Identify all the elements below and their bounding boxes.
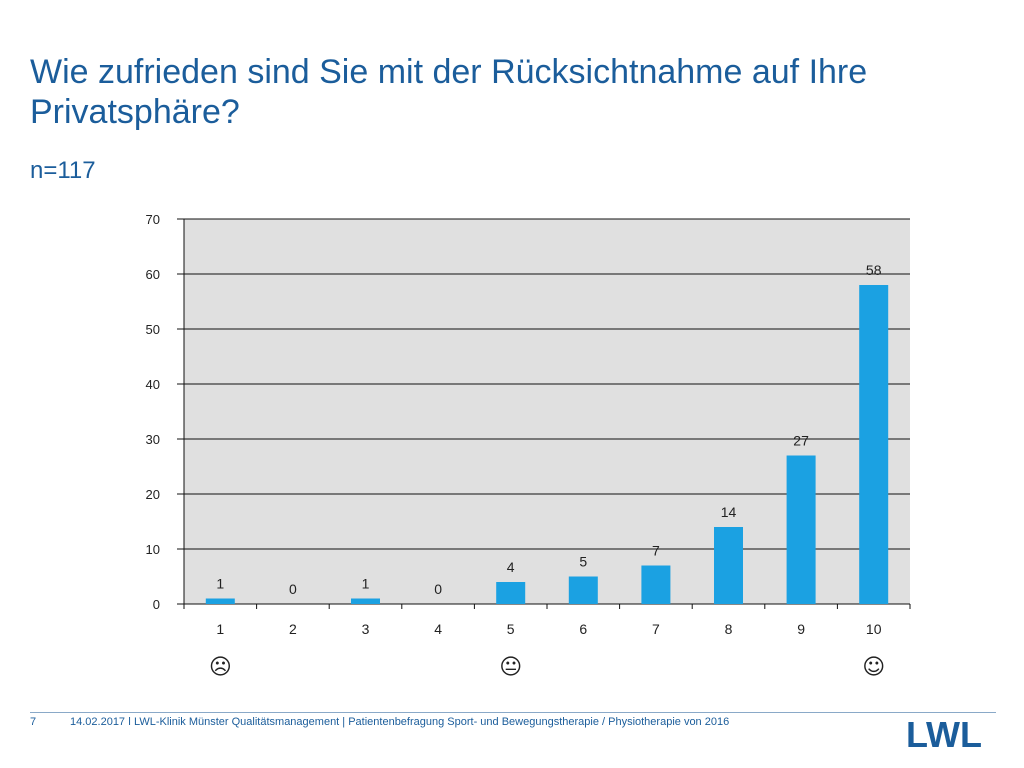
data-label: 0 xyxy=(434,581,442,597)
footer-divider xyxy=(30,712,996,713)
bar-chart: 010203040506070110213044556771482795810☹… xyxy=(146,212,911,680)
x-tick-label: 2 xyxy=(289,621,297,637)
y-tick-label: 40 xyxy=(146,377,160,392)
lwl-logo: LWL xyxy=(906,716,982,752)
bar xyxy=(786,455,816,604)
page-title: Wie zufrieden sind Sie mit der Rücksicht… xyxy=(30,53,868,131)
y-tick-label: 70 xyxy=(146,212,160,227)
bar xyxy=(714,527,743,604)
data-label: 58 xyxy=(866,262,882,278)
bar xyxy=(496,582,526,604)
y-tick-label: 30 xyxy=(146,432,160,447)
data-label: 14 xyxy=(721,504,737,520)
neutral-face-icon: 😐 xyxy=(499,655,522,680)
bar xyxy=(859,285,889,604)
data-label: 4 xyxy=(507,559,515,575)
x-tick-label: 8 xyxy=(725,621,733,637)
x-tick-label: 3 xyxy=(362,621,370,637)
y-tick-label: 60 xyxy=(146,267,160,282)
x-tick-label: 9 xyxy=(797,621,805,637)
y-tick-label: 0 xyxy=(153,597,160,612)
x-tick-label: 1 xyxy=(216,621,224,637)
y-tick-label: 50 xyxy=(146,322,160,337)
data-label: 5 xyxy=(579,554,587,570)
data-label: 27 xyxy=(793,433,809,449)
x-tick-label: 10 xyxy=(866,621,882,637)
x-tick-label: 5 xyxy=(507,621,515,637)
bar xyxy=(568,576,598,604)
smile-face-icon: ☺ xyxy=(862,655,885,680)
data-label: 1 xyxy=(362,576,370,592)
data-label: 7 xyxy=(652,543,660,559)
y-tick-label: 10 xyxy=(146,542,160,557)
bar xyxy=(205,598,235,604)
page-number: 7 xyxy=(30,716,37,728)
footer-text: 14.02.2017 ǀ LWL-Klinik Münster Qualität… xyxy=(70,716,730,728)
x-tick-label: 7 xyxy=(652,621,660,637)
x-tick-label: 4 xyxy=(434,621,442,637)
sample-size: n=117 xyxy=(30,157,96,184)
x-tick-label: 6 xyxy=(579,621,587,637)
logo-text: LWL xyxy=(906,716,982,752)
bar xyxy=(351,598,380,604)
y-tick-label: 20 xyxy=(146,487,160,502)
footer: 7 14.02.2017 ǀ LWL-Klinik Münster Qualitä… xyxy=(30,716,729,728)
bar xyxy=(641,565,671,604)
data-label: 1 xyxy=(216,576,224,592)
frown-face-icon: ☹ xyxy=(209,655,232,680)
data-label: 0 xyxy=(289,581,297,597)
